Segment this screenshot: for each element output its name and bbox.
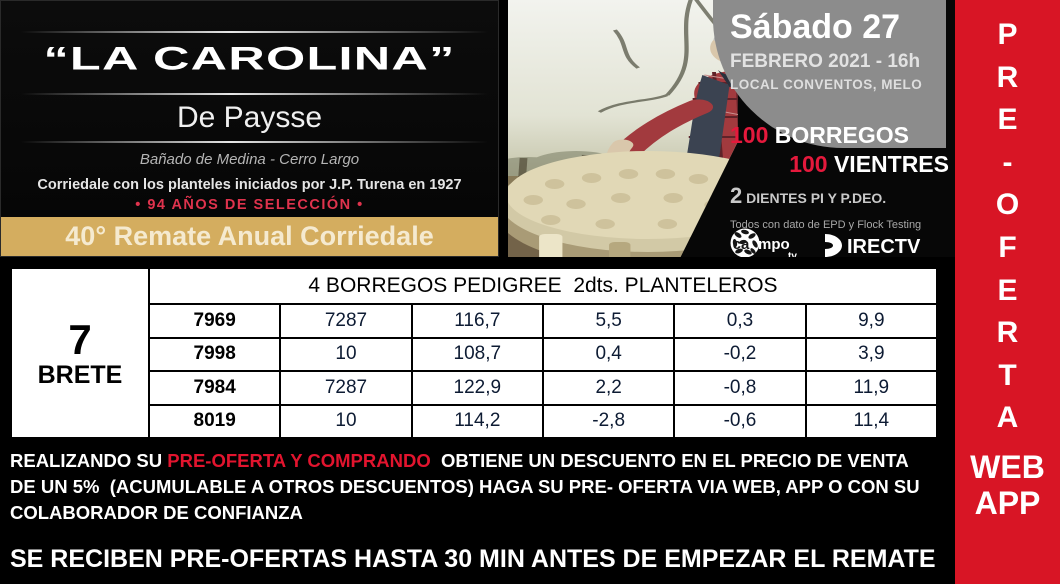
svg-text:mpo: mpo <box>758 236 790 253</box>
svg-text:tv: tv <box>788 251 797 257</box>
svg-text:ca: ca <box>733 236 750 253</box>
svg-text:IRECTV: IRECTV <box>847 236 921 257</box>
